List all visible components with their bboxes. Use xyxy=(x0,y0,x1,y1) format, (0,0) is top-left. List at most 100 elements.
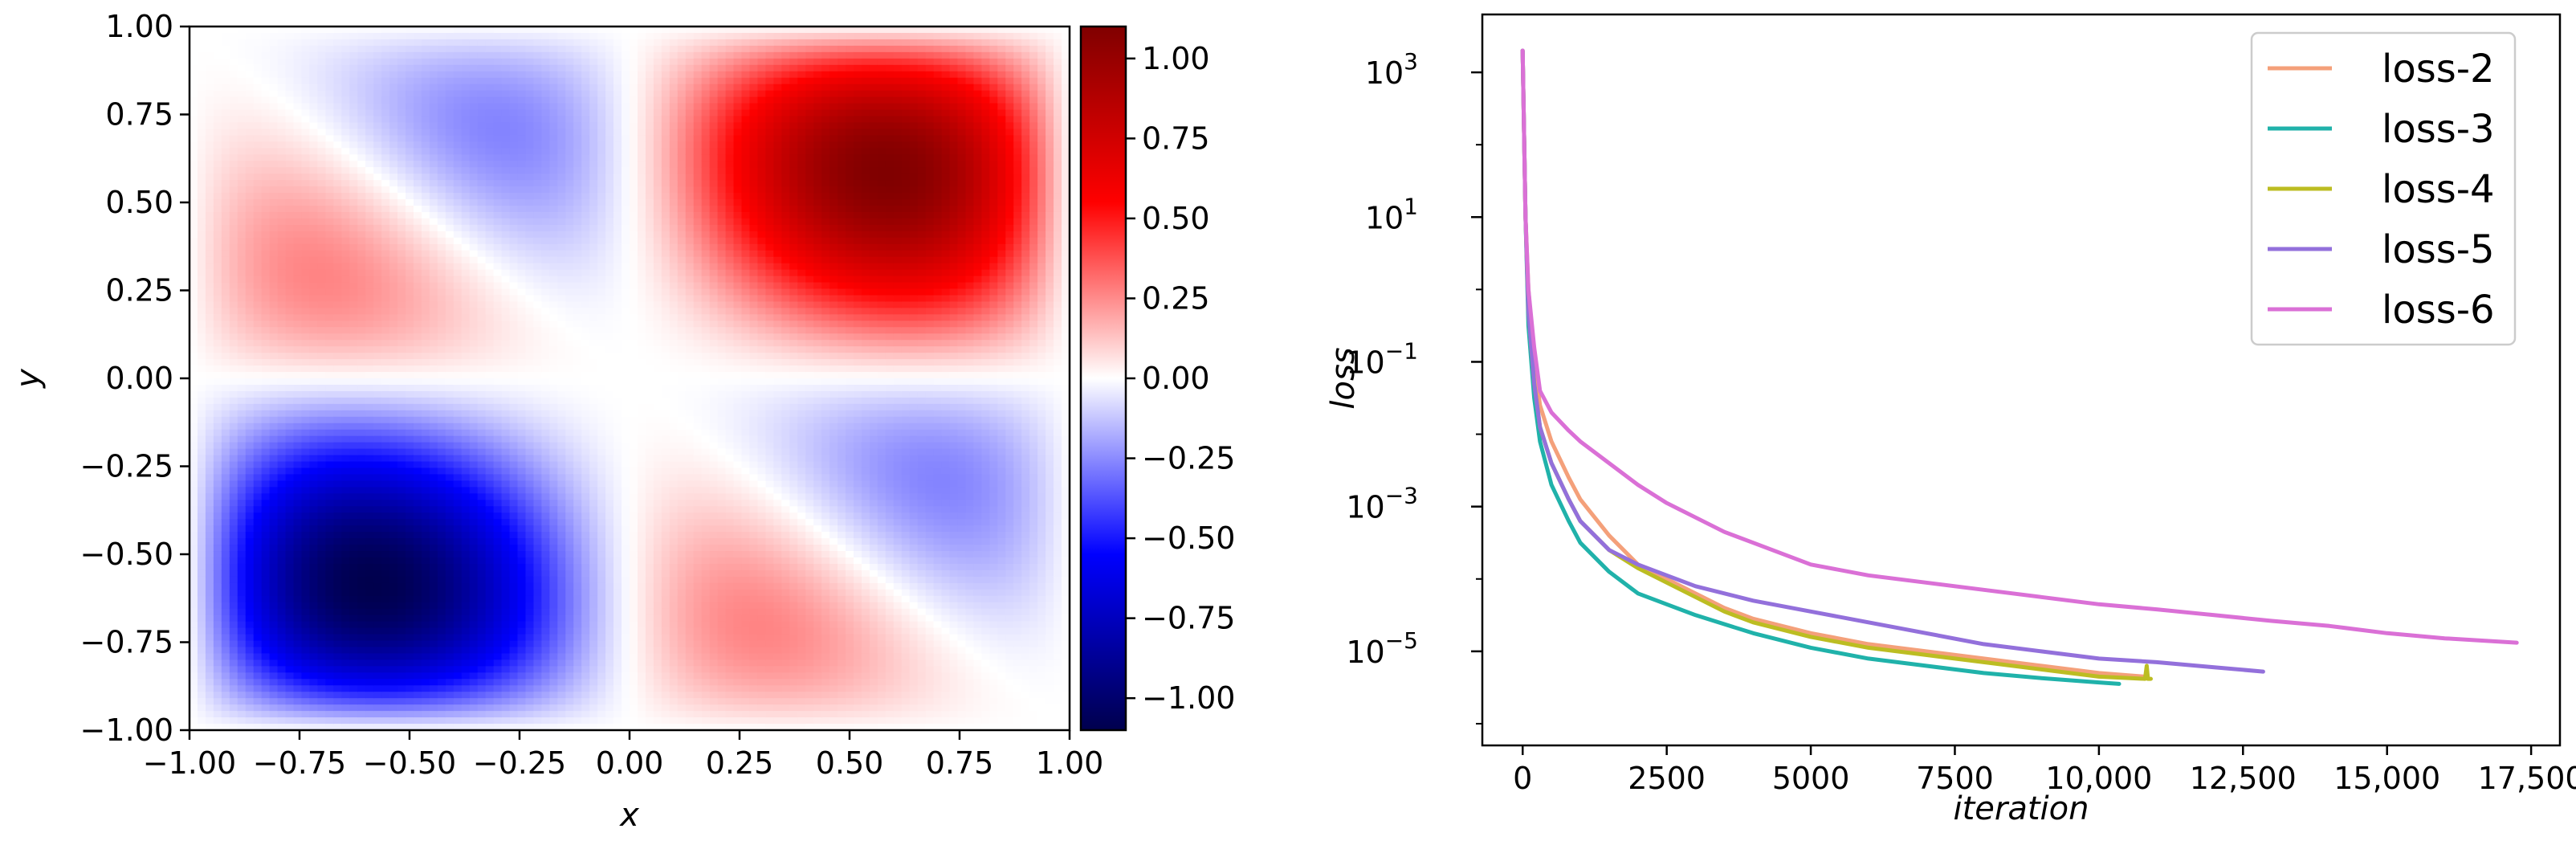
heatmap-cell xyxy=(357,551,366,558)
heatmap-cell xyxy=(301,39,311,47)
heatmap-cell xyxy=(325,180,334,187)
heatmap-cell xyxy=(477,199,487,206)
heatmap-cell xyxy=(389,666,398,673)
heatmap-cell xyxy=(205,602,214,610)
heatmap-cell xyxy=(389,416,398,424)
heatmap-cell xyxy=(317,557,326,565)
heatmap-cell xyxy=(269,589,279,597)
heatmap-cell xyxy=(365,308,374,315)
heatmap-cell xyxy=(221,122,230,130)
heatmap-cell xyxy=(501,27,511,34)
heatmap-cell xyxy=(397,423,406,431)
heatmap-cell xyxy=(501,135,511,142)
heatmap-cell xyxy=(245,308,255,315)
heatmap-cell xyxy=(541,180,550,187)
heatmap-cell xyxy=(277,243,287,251)
heatmap-cell xyxy=(317,250,326,258)
heatmap-cell xyxy=(213,685,222,692)
heatmap-cell xyxy=(517,27,527,34)
heatmap-cell xyxy=(301,397,311,405)
heatmap-cell xyxy=(317,51,326,59)
heatmap-cell xyxy=(269,698,279,705)
heatmap-cell xyxy=(333,525,342,533)
heatmap-cell xyxy=(406,276,414,284)
heatmap-cell xyxy=(437,685,446,692)
heatmap-cell xyxy=(445,487,454,494)
heatmap-cell xyxy=(406,666,414,673)
heatmap-cell xyxy=(381,640,390,648)
heatmap-cell xyxy=(397,679,406,686)
heatmap-cell xyxy=(301,327,311,334)
heatmap-cell xyxy=(285,269,295,277)
heatmap-cell xyxy=(213,429,222,437)
heatmap-cell xyxy=(453,711,463,718)
heatmap-cell xyxy=(397,346,406,353)
heatmap-cell xyxy=(190,589,198,597)
heatmap-cell xyxy=(501,538,511,545)
heatmap-cell xyxy=(190,698,198,705)
heatmap-cell xyxy=(190,103,198,111)
heatmap-cell xyxy=(373,231,382,239)
heatmap-cell xyxy=(421,174,430,181)
heatmap-cell xyxy=(493,679,503,686)
heatmap-cell xyxy=(541,211,550,219)
heatmap-cell xyxy=(373,205,382,213)
heatmap-cell xyxy=(245,519,255,526)
heatmap-cell xyxy=(429,724,438,731)
heatmap-cell xyxy=(493,340,503,347)
heatmap-cell xyxy=(429,122,438,130)
heatmap-cell xyxy=(349,193,358,200)
heatmap-cell xyxy=(477,455,487,463)
heatmap-cell xyxy=(221,71,230,79)
heatmap-cell xyxy=(245,301,255,308)
heatmap-cell xyxy=(309,685,319,692)
heatmap-cell xyxy=(485,493,495,500)
heatmap-cell xyxy=(237,129,247,136)
heatmap-cell xyxy=(293,276,303,284)
heatmap-cell xyxy=(373,96,382,104)
heatmap-cell xyxy=(301,410,311,418)
heatmap-cell xyxy=(309,353,319,360)
heatmap-cell xyxy=(517,461,527,469)
heatmap-cell xyxy=(437,96,446,104)
heatmap-cell xyxy=(285,282,295,290)
heatmap-cell xyxy=(309,269,319,277)
heatmap-cell xyxy=(421,365,430,373)
heatmap-cell xyxy=(509,346,519,353)
heatmap-cell xyxy=(365,423,374,431)
heatmap-cell xyxy=(269,346,279,353)
heatmap-cell xyxy=(373,563,382,571)
heatmap-cell xyxy=(349,231,358,239)
heatmap-cell xyxy=(293,500,303,507)
heatmap-cell xyxy=(213,679,222,686)
heatmap-cell xyxy=(277,231,287,239)
heatmap-cell xyxy=(301,365,311,373)
heatmap-cell xyxy=(190,403,198,411)
heatmap-cell xyxy=(197,135,206,142)
heatmap-cell xyxy=(221,557,230,565)
heatmap-cell xyxy=(533,333,542,341)
heatmap-cell xyxy=(477,487,487,494)
heatmap-cell xyxy=(389,359,398,366)
heatmap-cell xyxy=(533,614,542,623)
heatmap-cell xyxy=(301,512,311,520)
heatmap-cell xyxy=(397,525,406,533)
heatmap-cell xyxy=(317,685,326,692)
heatmap-cell xyxy=(389,58,398,66)
heatmap-cell xyxy=(269,403,279,411)
heatmap-cell xyxy=(445,403,454,411)
heatmap-cell xyxy=(413,109,422,117)
heatmap-cell xyxy=(285,429,295,437)
heatmap-cell xyxy=(429,519,438,526)
heatmap-cell xyxy=(245,647,255,655)
heatmap-cell xyxy=(413,218,422,226)
heatmap-cell xyxy=(277,627,287,635)
heatmap-cell xyxy=(389,314,398,321)
heatmap-cell xyxy=(293,372,303,379)
heatmap-cell xyxy=(197,423,206,431)
heatmap-cell xyxy=(309,512,319,520)
heatmap-cell xyxy=(205,423,214,431)
heatmap-cell xyxy=(309,288,319,296)
heatmap-cell xyxy=(477,32,487,40)
heatmap-cell xyxy=(357,129,366,136)
